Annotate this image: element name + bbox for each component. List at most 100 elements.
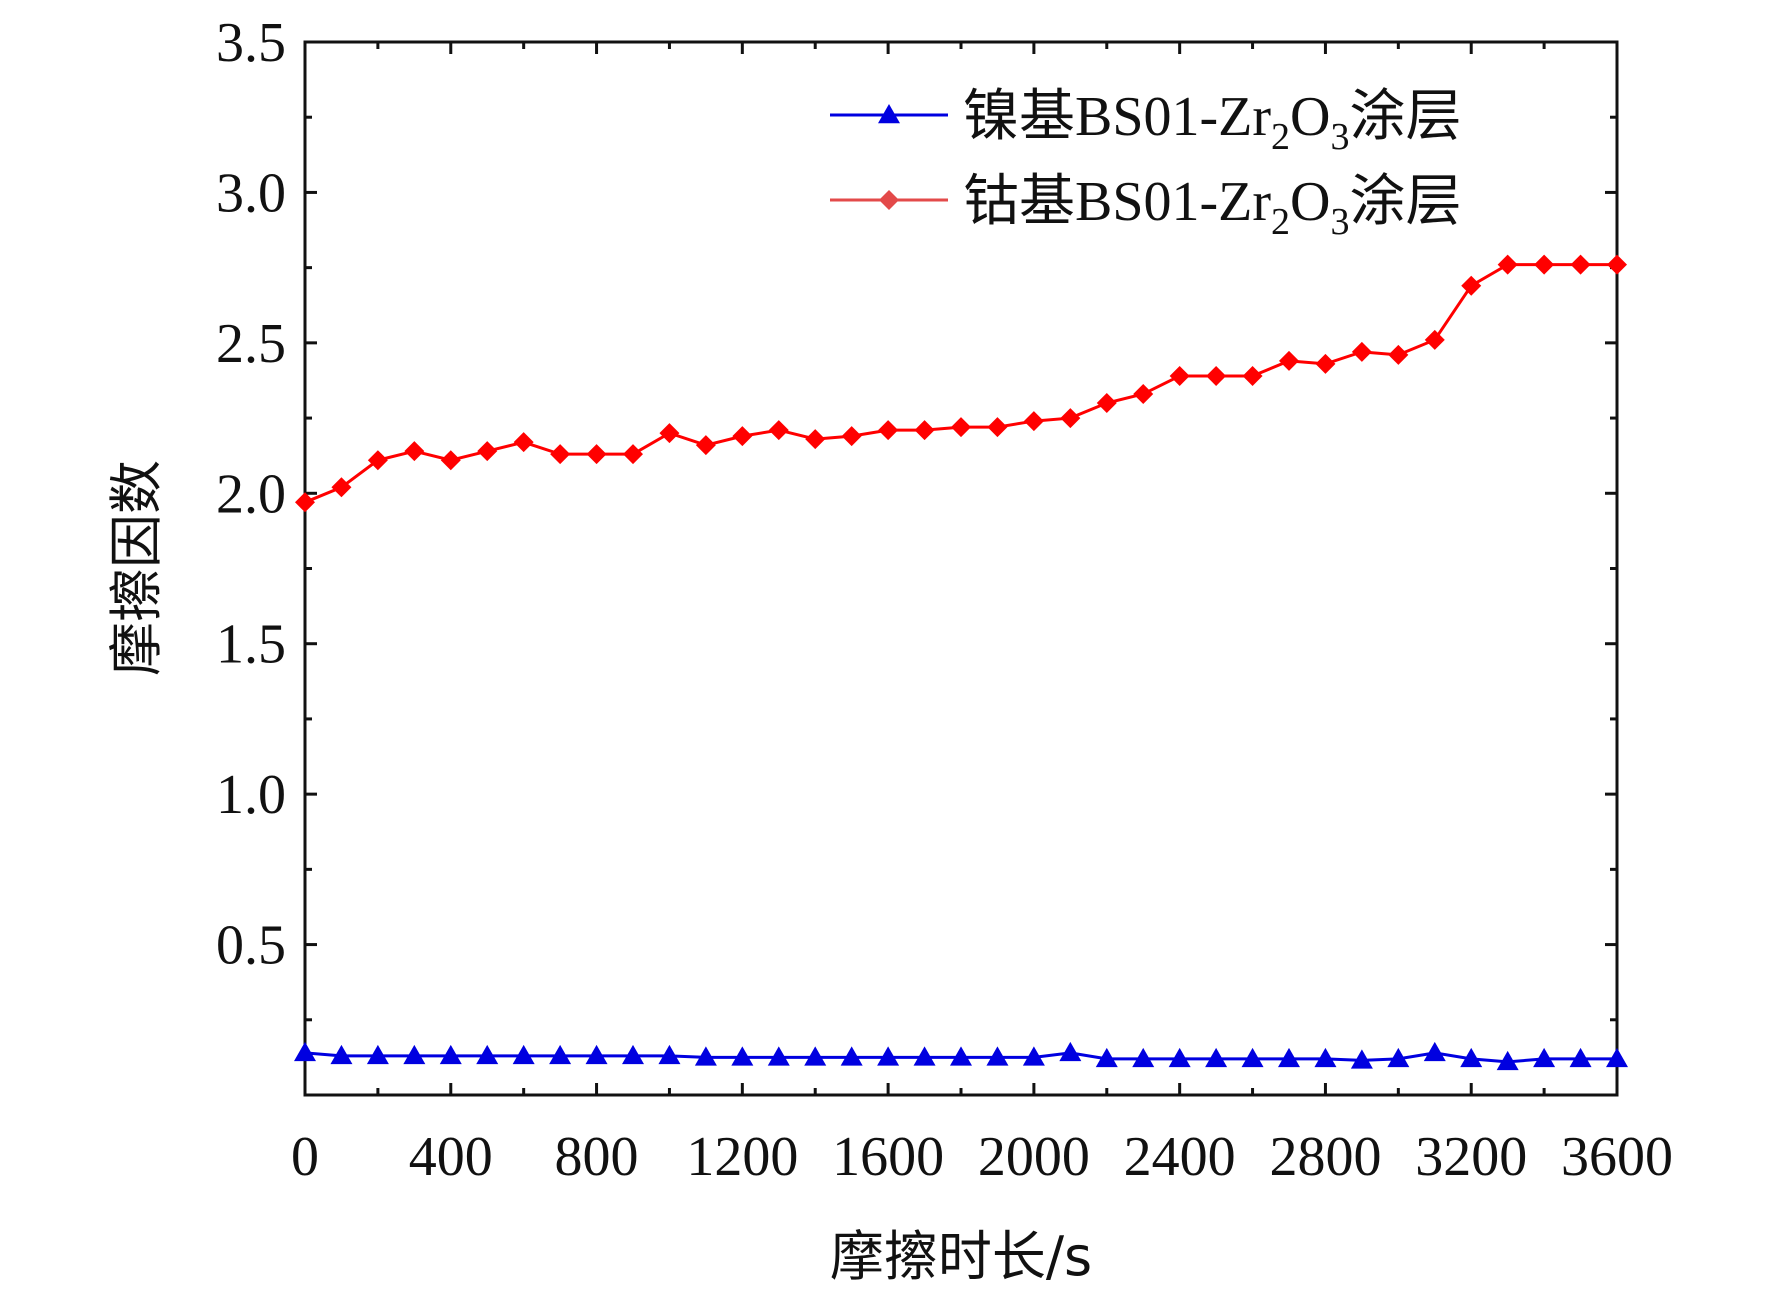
data-point	[1314, 1047, 1337, 1068]
y-tick-label: 2.5	[216, 313, 286, 375]
data-point	[1388, 344, 1409, 365]
data-point	[659, 423, 680, 444]
data-point	[732, 426, 753, 447]
legend-subscript: 2	[1271, 201, 1290, 243]
legend-subscript: 3	[1330, 201, 1349, 243]
data-point	[1533, 1047, 1556, 1068]
data-point	[1315, 353, 1336, 374]
data-point	[1497, 254, 1518, 275]
data-point	[986, 1046, 1009, 1066]
data-point	[695, 435, 716, 456]
data-point	[951, 417, 971, 438]
legend-text-part: O	[1290, 171, 1330, 233]
data-point	[1023, 411, 1044, 432]
y-tick-label: 0.5	[216, 915, 286, 977]
data-point	[1606, 1047, 1628, 1068]
x-tick-label: 2800	[1269, 1126, 1381, 1188]
data-point	[440, 450, 461, 471]
data-point	[1059, 1041, 1082, 1062]
data-point	[767, 1046, 790, 1066]
x-axis-title: 摩擦时长/s	[830, 1225, 1092, 1288]
data-point	[768, 420, 789, 441]
data-point	[1496, 1050, 1519, 1071]
data-point	[367, 450, 388, 471]
y-axis-title: 摩擦因数	[105, 460, 168, 676]
data-point	[294, 1041, 316, 1062]
data-point	[877, 1046, 900, 1066]
data-point	[1132, 1047, 1155, 1068]
data-point	[366, 1044, 389, 1065]
data-point	[987, 417, 1008, 438]
y-tick-label: 3.5	[216, 12, 286, 74]
data-point	[477, 441, 498, 462]
legend-item-2: 钴基BS01-Zr2O3涂层	[830, 171, 1461, 243]
legend-subscript: 3	[1330, 116, 1349, 158]
data-point	[805, 429, 826, 450]
legend-marker	[879, 190, 899, 210]
x-tick-label: 0	[291, 1126, 319, 1188]
x-tick-label: 800	[555, 1126, 639, 1188]
data-point	[840, 1046, 863, 1066]
legend-text-part: 涂层	[1349, 171, 1461, 233]
data-point	[1278, 1047, 1300, 1068]
x-tick-label: 2400	[1124, 1126, 1236, 1188]
x-tick-label: 1600	[832, 1126, 944, 1188]
data-point	[878, 420, 899, 441]
series-1	[294, 1041, 1628, 1071]
data-point	[1607, 254, 1627, 275]
data-point	[1205, 1047, 1228, 1068]
data-point	[1461, 275, 1482, 296]
legend-text-part: 钴基BS01-Zr	[963, 171, 1271, 233]
data-point	[1022, 1046, 1045, 1066]
legend-subscript: 2	[1271, 116, 1290, 158]
data-point	[1206, 365, 1227, 386]
legend-item-1: 镍基BS01-Zr2O3涂层	[830, 86, 1461, 158]
data-point	[841, 426, 862, 447]
data-point	[330, 1044, 353, 1065]
series-line	[304, 263, 1617, 504]
data-point	[295, 492, 315, 513]
data-point	[549, 1044, 572, 1065]
series-layer	[294, 254, 1628, 1071]
data-point	[1569, 1047, 1592, 1068]
y-tick-label: 1.5	[216, 614, 286, 676]
data-point	[731, 1046, 754, 1066]
x-tick-label: 400	[409, 1126, 493, 1188]
data-point	[1241, 1047, 1264, 1068]
legend-marker	[878, 104, 900, 124]
data-point	[1060, 408, 1081, 429]
data-point	[1279, 350, 1299, 371]
data-point	[513, 432, 534, 453]
series-2	[295, 254, 1627, 513]
data-point	[622, 1044, 644, 1065]
data-point	[623, 444, 643, 465]
y-tick-label: 2.0	[216, 463, 286, 525]
data-point	[1169, 365, 1190, 386]
data-point	[550, 444, 571, 465]
axis-ticks: 0 400 800 1200 1600 2000 2400 2800 3200 3600 0.5 1.…	[216, 12, 1673, 1188]
data-point	[331, 477, 352, 498]
data-point	[658, 1044, 681, 1065]
legend-label: 钴基BS01-Zr2O3涂层	[963, 171, 1461, 243]
data-point	[1387, 1047, 1410, 1068]
data-point	[804, 1046, 827, 1066]
data-point	[512, 1044, 535, 1065]
data-point	[1133, 384, 1154, 405]
x-tick-label: 3200	[1415, 1126, 1527, 1188]
legend-text-part: 涂层	[1349, 86, 1461, 148]
data-point	[1096, 393, 1117, 414]
data-point	[1570, 254, 1591, 275]
data-point	[694, 1046, 717, 1066]
data-point	[1351, 341, 1372, 362]
data-point	[403, 1044, 426, 1065]
data-point	[914, 420, 935, 441]
data-point	[1534, 254, 1555, 275]
data-point	[404, 441, 425, 462]
data-point	[1350, 1049, 1373, 1069]
data-point	[585, 1044, 608, 1065]
data-point	[1424, 329, 1445, 350]
x-tick-label: 3600	[1561, 1126, 1673, 1188]
legend-label: 镍基BS01-Zr2O3涂层	[963, 86, 1461, 158]
